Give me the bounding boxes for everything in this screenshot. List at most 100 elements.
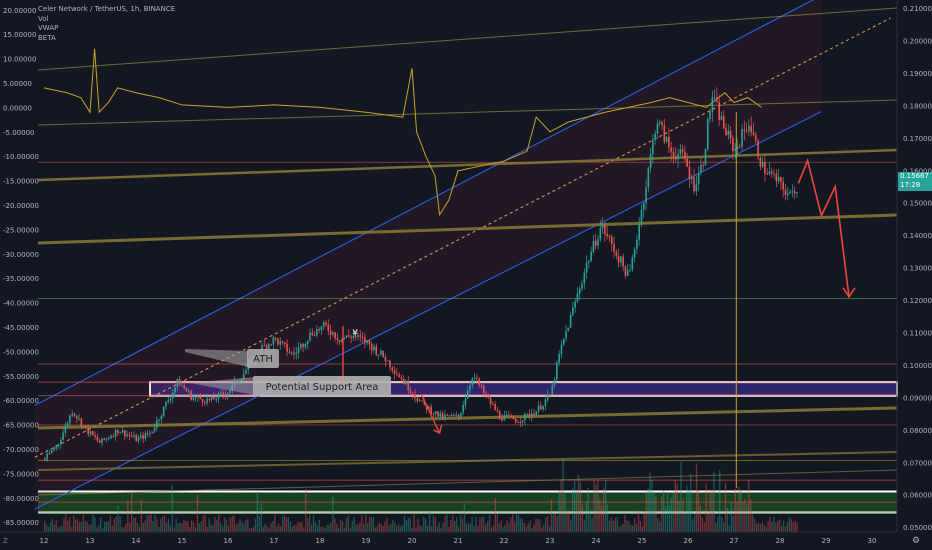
candle-body — [546, 394, 549, 400]
candle-body — [615, 251, 618, 256]
candle-body — [343, 337, 346, 339]
volume-bar — [485, 524, 487, 532]
candle-body — [73, 413, 76, 416]
candle-body — [661, 121, 663, 126]
candle-body — [592, 240, 595, 252]
trendline-thick-3 — [37, 406, 898, 430]
volume-bar — [541, 527, 543, 532]
volume-bar — [69, 517, 71, 532]
volume-bar — [748, 479, 750, 532]
trendline-thin-1 — [37, 7, 898, 71]
candle-body — [213, 396, 215, 400]
candle-body — [466, 390, 469, 399]
volume-bar — [479, 518, 481, 532]
volume-bar — [227, 526, 230, 532]
volume-bar — [59, 526, 61, 532]
volume-bar — [229, 517, 231, 532]
volume-bar — [753, 518, 756, 532]
volume-bar — [527, 523, 529, 532]
volume-bar — [765, 526, 767, 532]
volume-bar — [67, 520, 69, 532]
volume-bar — [175, 518, 177, 532]
volume-bar — [525, 526, 527, 532]
volume-bar — [351, 520, 353, 532]
support-pointer — [190, 377, 254, 395]
volume-bar — [345, 518, 348, 532]
indicator-vwap[interactable]: VWAP — [38, 24, 59, 32]
candle-body — [439, 413, 442, 417]
volume-bar — [307, 518, 309, 532]
volume-bar — [359, 522, 361, 532]
volume-bar — [517, 515, 520, 532]
volume-bar — [231, 515, 233, 532]
volume-bar — [423, 516, 425, 532]
volume-bar — [469, 523, 471, 532]
volume-bar — [94, 517, 96, 532]
volume-bar — [374, 527, 377, 532]
last-price: 0.15667 — [900, 172, 929, 180]
candle-body — [688, 166, 691, 180]
volume-bar — [105, 521, 108, 532]
volume-bar — [96, 527, 98, 532]
volume-bar — [194, 527, 197, 532]
volume-bar — [98, 524, 100, 532]
timezone-icon[interactable]: Z — [3, 537, 8, 545]
candle-body — [455, 414, 458, 416]
volume-bar — [438, 522, 440, 532]
volume-bar — [264, 523, 266, 532]
candle-body — [743, 129, 746, 131]
candle-body — [414, 394, 416, 398]
candle-body — [92, 431, 94, 436]
volume-bar — [570, 520, 572, 532]
gear-icon[interactable]: ⚙ — [912, 536, 921, 546]
right-axis-tick: 0.15000 — [903, 200, 932, 208]
volume-bar — [103, 521, 106, 532]
candle-body — [229, 390, 231, 394]
candle-body — [654, 133, 656, 140]
candle-body — [473, 377, 476, 379]
right-axis-tick: 0.07000 — [903, 459, 932, 467]
candle-body — [151, 431, 154, 434]
volume-bar — [235, 524, 237, 532]
volume-bar — [165, 522, 168, 532]
candle-body — [188, 391, 190, 393]
volume-bar — [125, 523, 127, 532]
candle-body — [617, 255, 620, 263]
volume-bar — [452, 515, 454, 532]
left-axis-tick: -85.00000 — [3, 519, 39, 527]
volume-bar — [486, 521, 489, 532]
bottom-axis-tick: 18 — [316, 537, 325, 545]
volume-bar — [564, 492, 566, 532]
candle-body — [204, 402, 206, 404]
volume-bar — [699, 505, 702, 532]
volume-bar — [256, 491, 259, 532]
candle-body — [729, 130, 732, 139]
candle-body — [626, 270, 629, 276]
left-axis-tick: -75.00000 — [3, 470, 39, 478]
candle-body — [185, 388, 188, 392]
candle-body — [558, 353, 560, 363]
volume-bar — [703, 522, 705, 532]
indicator-beta[interactable]: BETA — [38, 33, 56, 42]
candle-body — [663, 125, 666, 142]
indicator-vol[interactable]: Vol — [38, 14, 49, 23]
left-axis-tick: -30.00000 — [3, 251, 39, 259]
volume-bar — [670, 497, 673, 532]
volume-bar — [583, 520, 585, 532]
candle-body — [572, 307, 574, 315]
candle-body — [103, 438, 106, 440]
candle-body — [542, 405, 544, 410]
candle-body — [629, 269, 631, 271]
volume-bar — [442, 523, 444, 532]
volume-bar — [730, 501, 732, 532]
volume-bar — [336, 523, 338, 532]
candle-body — [375, 346, 378, 355]
left-axis-tick: -25.00000 — [3, 226, 39, 234]
volume-bar — [579, 481, 582, 532]
candle-body — [156, 420, 158, 428]
volume-bar — [552, 514, 555, 532]
channel-mid-line — [34, 17, 891, 458]
candle-body — [306, 340, 309, 345]
